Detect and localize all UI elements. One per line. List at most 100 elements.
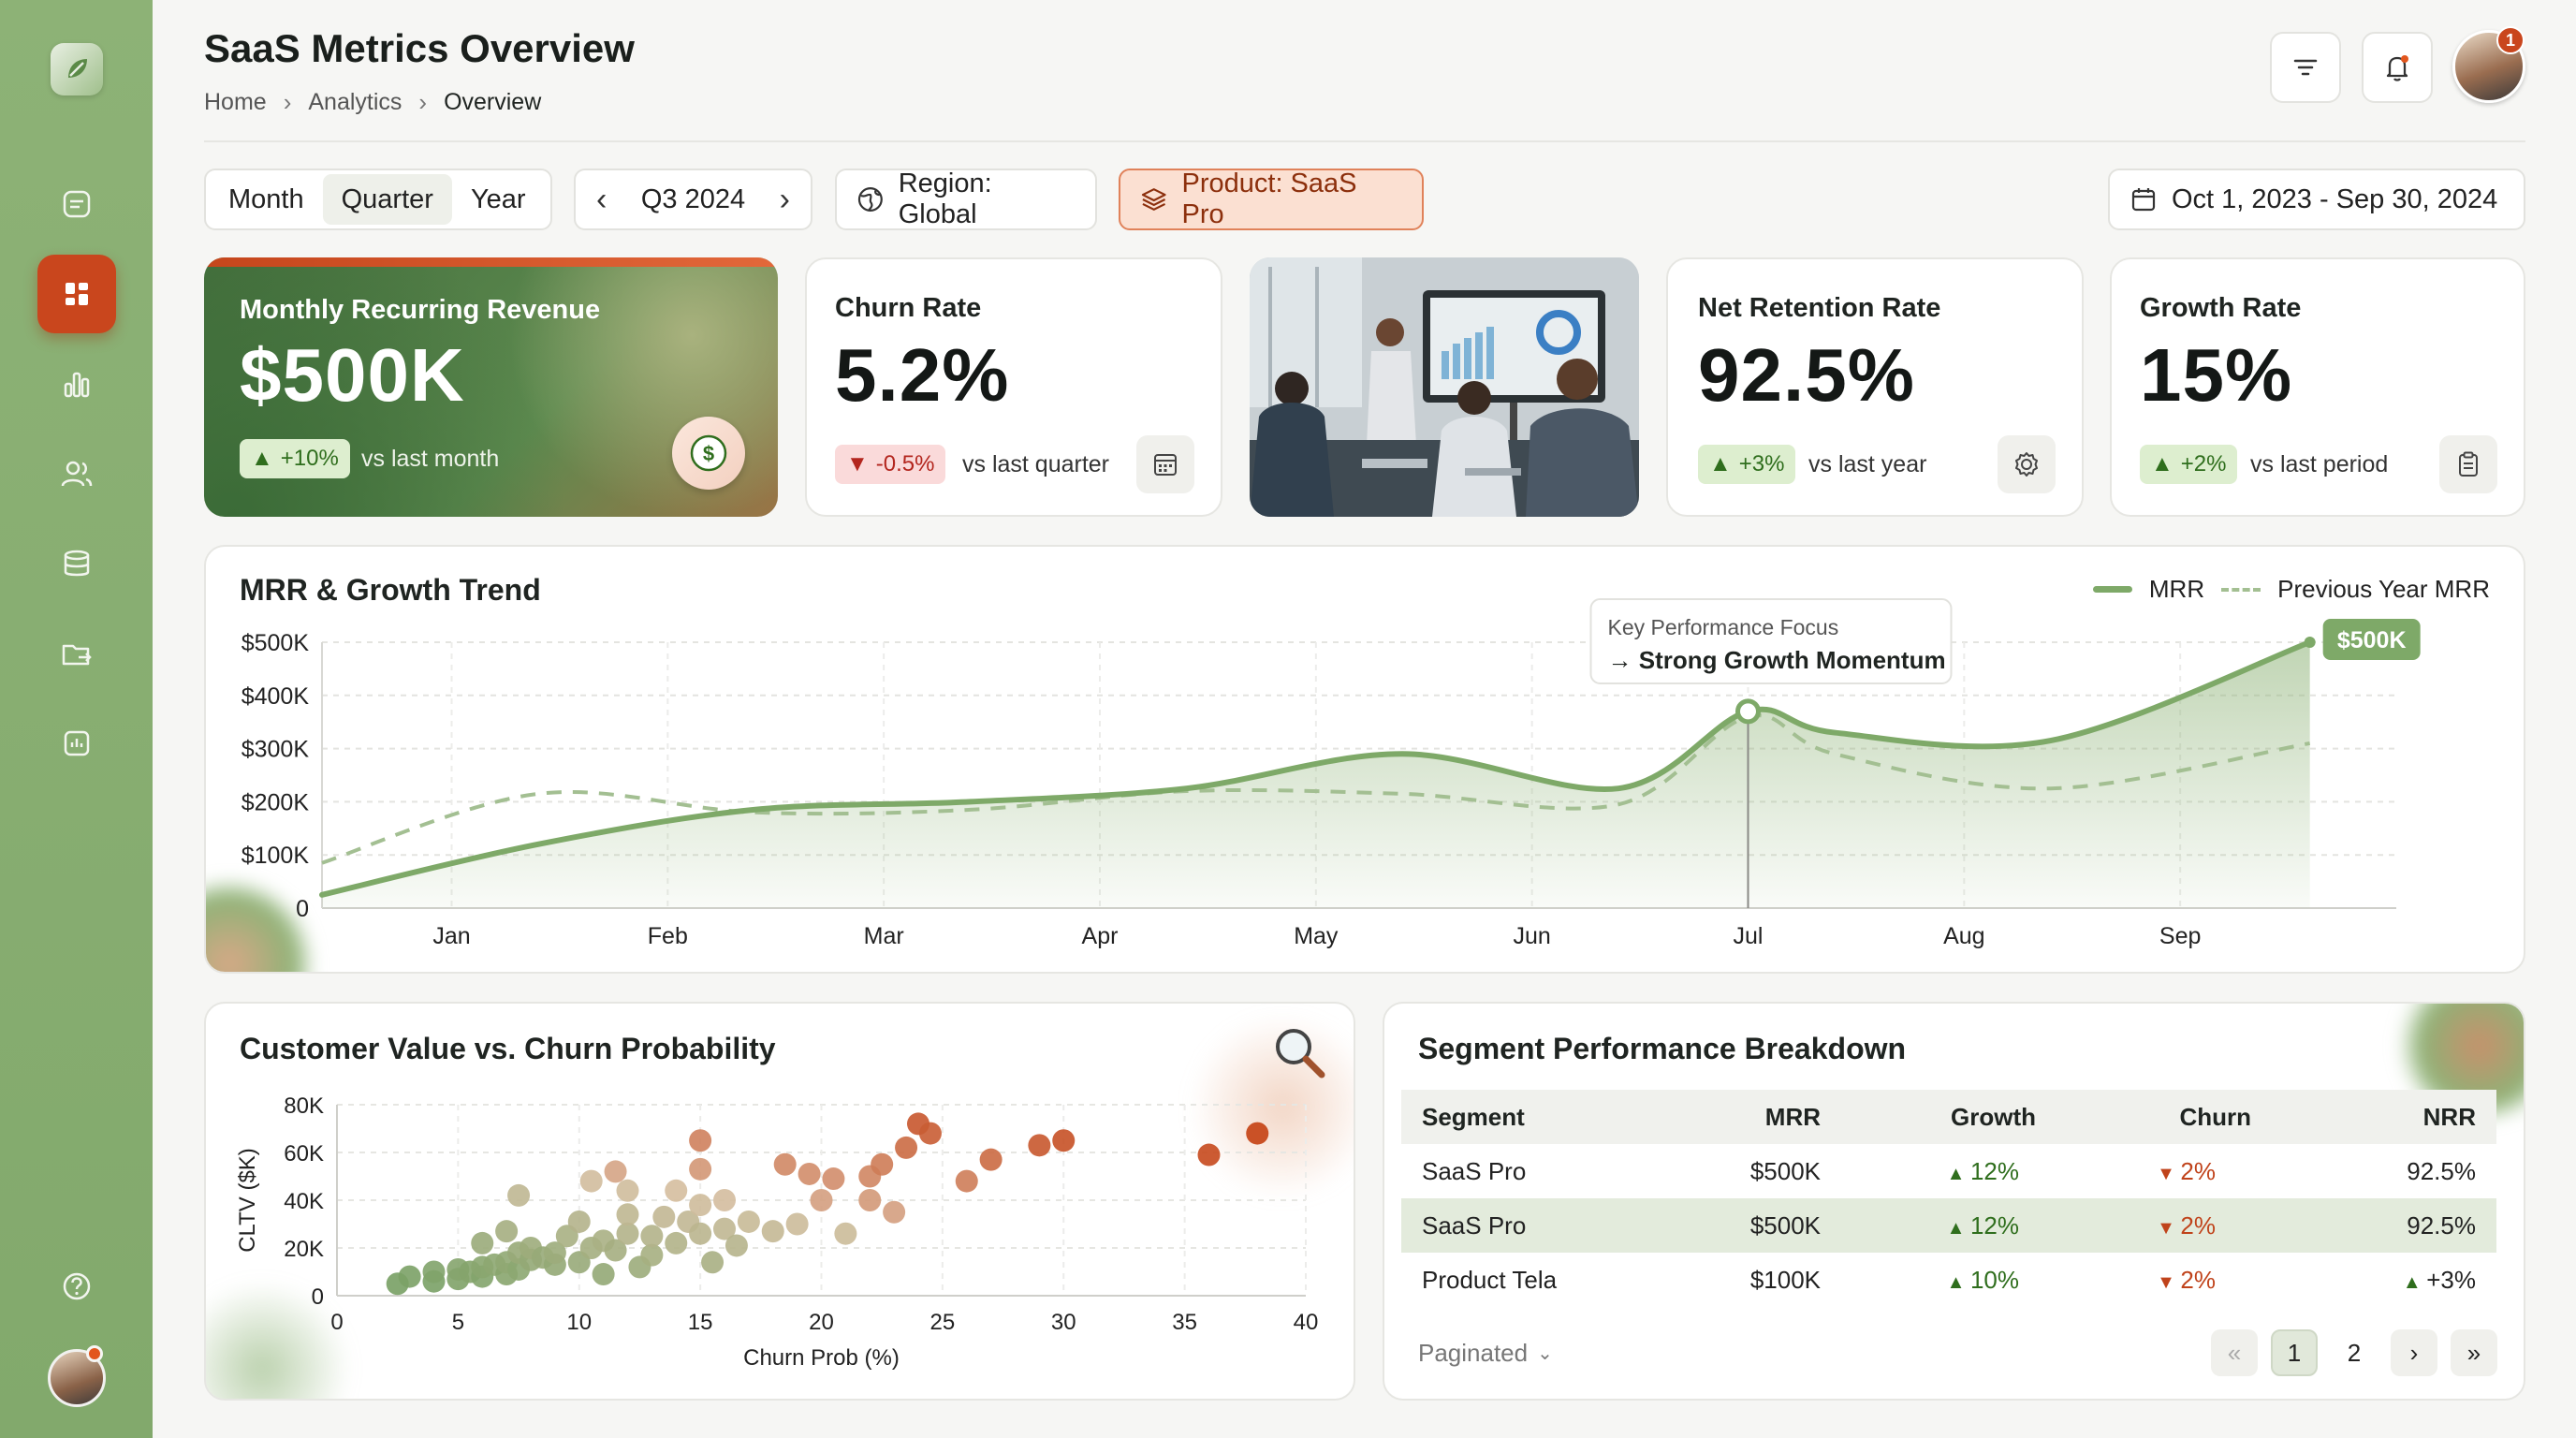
kpi-card-growth[interactable]: Growth Rate 15% ▲ +2% vs last period [2110,257,2525,517]
annotation-point [1735,698,1761,725]
column-header-nrr[interactable]: NRR [2272,1090,2496,1144]
table-row[interactable]: SaaS Pro $500K ▲ 12% ▼ 2% 92.5% [1401,1144,2496,1198]
scatter-point [507,1183,531,1207]
y-tick-label: 60K [284,1141,324,1167]
scatter-point [689,1157,712,1181]
first-page-button[interactable]: « [2211,1329,2258,1376]
sidebar-item-data[interactable] [37,524,116,603]
scatter-point [713,1217,736,1240]
chevron-right-icon: › [418,88,428,116]
scatter-point [1028,1134,1051,1157]
kpi-card-mrr[interactable]: Monthly Recurring Revenue $500K ▲ +10% vs… [204,257,778,517]
pagination-mode-label: Paginated [1418,1339,1529,1367]
scatter-point [579,1169,603,1193]
chevron-down-icon: ⌄ [1537,1343,1553,1364]
leaf-logo-icon [68,59,87,78]
scatter-point [616,1179,639,1202]
sidebar-item-help[interactable] [37,1247,116,1326]
period-option-quarter[interactable]: Quarter [322,174,452,225]
cell-mrr: $500K [1749,1156,1821,1185]
kpi-delta: ▼ -0.5% [835,445,946,484]
sidebar-item-customers[interactable] [37,434,116,513]
user-avatar[interactable] [2452,30,2525,103]
y-tick-label: 80K [284,1093,324,1119]
breadcrumb-analytics[interactable]: Analytics [308,89,402,115]
breadcrumb-home[interactable]: Home [204,89,267,115]
kpi-delta-value: +3% [1738,451,1785,477]
column-header-growth[interactable]: Growth [1841,1090,2056,1144]
table-title: Segment Performance Breakdown [1418,1032,1907,1065]
grid-icon [66,283,88,305]
chevron-right-icon[interactable]: › [779,181,790,217]
report-icon [64,730,90,756]
scatter-title: Customer Value vs. Churn Probability [240,1032,776,1065]
calendar-button[interactable] [1136,435,1194,493]
settings-button[interactable] [1998,435,2056,493]
next-page-button[interactable]: › [2391,1329,2437,1376]
sidebar-item-dashboard[interactable] [37,165,116,243]
mrr-area [322,642,2310,908]
region-filter[interactable]: Region: Global [835,169,1097,230]
scatter-point [773,1152,797,1176]
period-option-year[interactable]: Year [470,183,526,214]
end-point [2304,637,2316,648]
y-tick-label: 0 [312,1284,324,1310]
scatter-point [689,1222,712,1245]
folder-icon [62,644,92,666]
column-header-mrr[interactable]: MRR [1682,1090,1841,1144]
last-page-button[interactable]: » [2451,1329,2497,1376]
column-header-churn[interactable]: Churn [2056,1090,2272,1144]
sidebar-item-analytics[interactable] [37,345,116,423]
cell-nrr: 92.5% [2272,1198,2496,1253]
x-tick-label: Jun [1514,923,1551,949]
magnifier-icon[interactable] [1267,1020,1333,1086]
series-line-mrr [319,639,2313,898]
product-filter[interactable]: Product: SaaS Pro [1119,169,1424,230]
scatter-point [689,1129,712,1152]
scatter-point [640,1243,664,1267]
kpi-card-churn[interactable]: Churn Rate 5.2% ▼ -0.5% vs last quarter [805,257,1222,517]
dashboard-icon [63,190,91,218]
column-header-segment[interactable]: Segment [1401,1090,1682,1144]
page-button-1[interactable]: 1 [2271,1329,2318,1376]
mrr-trend-card: MRR & Growth Trend MRR Previous Year MRR… [204,545,2525,974]
app-logo[interactable] [51,43,103,95]
x-tick-label: 40 [1294,1310,1319,1335]
x-tick-label: 0 [330,1310,343,1335]
table-row[interactable]: Product Tela $100K ▲ 10% ▼ 2% ▲ +3% [1401,1253,2496,1307]
cell-churn-value: 2% [2180,1265,2216,1294]
table-header-row: Segment MRR Growth Churn NRR [1401,1090,2496,1144]
product-label: Product: SaaS Pro [1181,169,1357,229]
pagination-mode-dropdown[interactable]: Paginated ⌄ [1418,1339,1553,1368]
annotation-tooltip [1589,598,1953,684]
page-button-2[interactable]: 2 [2347,1338,2362,1367]
cell-churn-value: 2% [2180,1211,2216,1240]
scatter-point [616,1203,639,1226]
cell-growth: ▲ 10% [1841,1253,2056,1307]
notifications-button[interactable] [2362,32,2433,103]
sidebar-item-overview[interactable] [37,255,116,333]
page-title: SaaS Metrics Overview [204,26,635,70]
breadcrumb: Home › Analytics › Overview [204,88,541,117]
dollar-button[interactable]: $ [672,417,745,490]
period-option-month[interactable]: Month [228,183,304,214]
scatter-point [616,1222,639,1245]
period-segmented-control: Month Quarter Year [204,169,552,230]
header-divider [204,140,2525,142]
scatter-point [652,1205,676,1228]
legend-swatch-mrr [2092,586,2132,593]
filter-button[interactable] [2270,32,2341,103]
legend-label-prev: Previous Year MRR [2277,575,2490,603]
date-range-picker[interactable]: Oct 1, 2023 - Sep 30, 2024 [2108,169,2525,230]
sidebar-item-reports[interactable] [37,704,116,783]
table-row[interactable]: SaaS Pro $500K ▲ 12% ▼ 2% 92.5% [1401,1198,2496,1253]
clipboard-button[interactable] [2439,435,2497,493]
chevron-left-icon[interactable]: ‹ [596,181,607,217]
cell-churn: ▼ 2% [2056,1144,2272,1198]
scatter-point [471,1231,494,1255]
x-tick-label: 10 [566,1310,592,1335]
bar-chart-icon [64,372,90,398]
sidebar-item-files[interactable] [37,614,116,693]
kpi-card-nrr[interactable]: Net Retention Rate 92.5% ▲ +3% vs last ye… [1666,257,2084,517]
scatter-point [822,1167,845,1191]
